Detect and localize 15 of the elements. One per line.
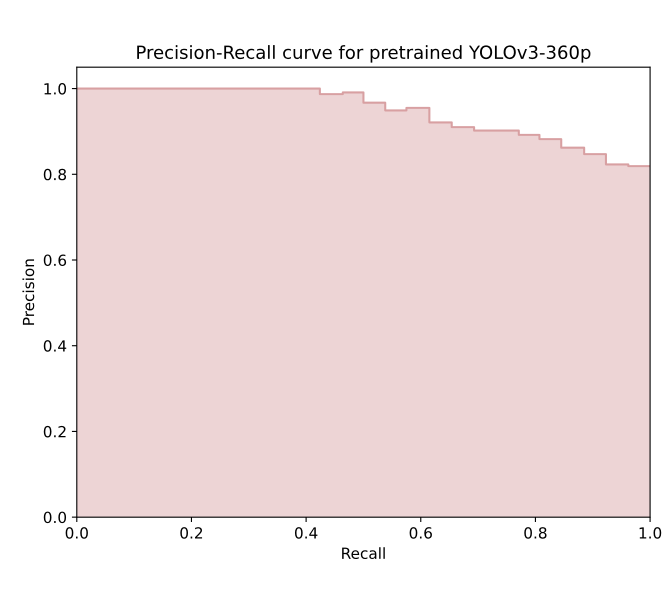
x-tick-label: 0.6 <box>410 527 432 539</box>
chart-title: Precision-Recall curve for pretrained YOLOv3-360p <box>137 45 590 63</box>
y-tick-label: 0.4 <box>44 340 66 352</box>
x-axis-title: Recall <box>342 547 385 560</box>
x-tick-label: 0.4 <box>294 527 318 539</box>
y-tick-label: 0.8 <box>44 168 66 180</box>
y-tick-label: 0.2 <box>44 426 66 438</box>
y-tick-label: 0.6 <box>44 254 66 266</box>
x-tick-label: 0.8 <box>524 527 547 539</box>
y-tick-label: 0.0 <box>44 512 66 524</box>
x-tick-label: 1.0 <box>640 527 662 539</box>
y-tick-label: 1.0 <box>44 83 66 95</box>
x-tick-label: 0.2 <box>180 527 202 539</box>
y-axis-title: Precision <box>22 259 34 325</box>
x-tick-label: 0.0 <box>66 527 88 539</box>
